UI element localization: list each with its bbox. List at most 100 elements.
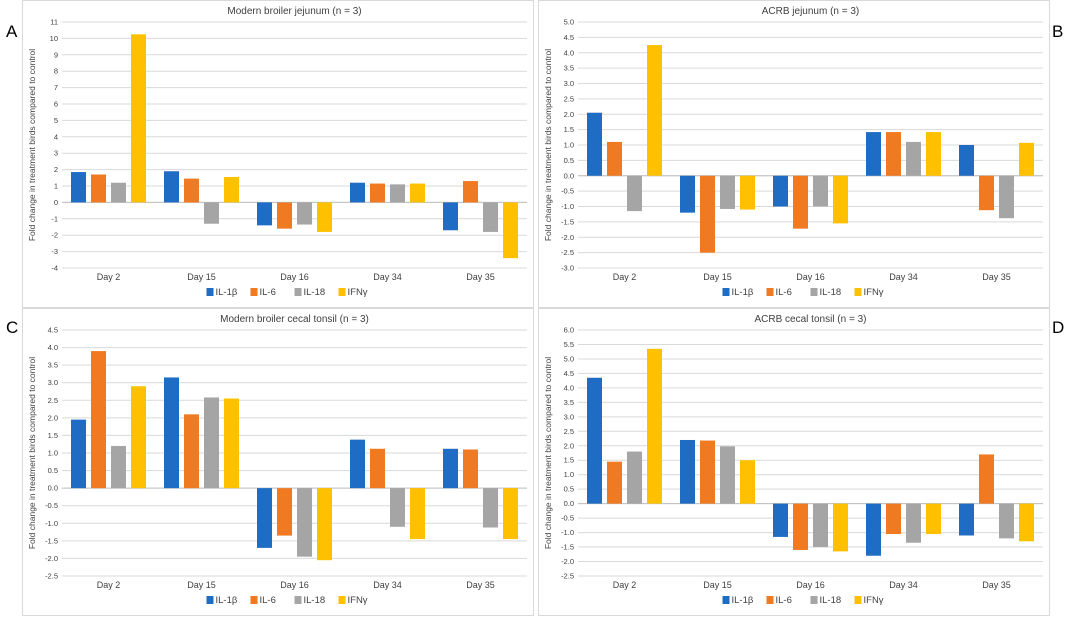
legend-label: IL-6: [776, 595, 792, 606]
bar-1-4: [131, 386, 146, 489]
bar-2-2: [184, 178, 199, 203]
legend-label: IFNγ: [348, 287, 368, 298]
bar-3-4: [833, 175, 848, 224]
y-axis-label: Fold change in treatment birds compared …: [27, 49, 37, 241]
bar-2-4: [224, 176, 239, 203]
chart-frame: [538, 308, 1050, 616]
bar-1-4: [131, 34, 146, 203]
panel-letter-a: A: [6, 22, 18, 41]
y-tick-label: 4.0: [564, 48, 574, 57]
bar-4-2: [886, 503, 901, 535]
y-tick-label: 6: [54, 100, 58, 109]
y-tick-label: 0.5: [48, 466, 58, 475]
y-tick-label: -2.0: [561, 233, 574, 242]
bar-1-2: [607, 461, 622, 504]
x-category-label: Day 35: [982, 272, 1011, 282]
y-tick-label: 1.0: [564, 470, 574, 479]
legend-swatch: [206, 596, 214, 604]
chart-frame: [22, 0, 534, 308]
y-tick-label: 0.0: [48, 484, 58, 493]
y-tick-label: 1.0: [564, 141, 574, 150]
bar-2-3: [204, 202, 219, 224]
y-axis-label: Fold change in treatment birds compared …: [27, 357, 37, 549]
bar-5-2: [463, 449, 478, 489]
chart-title: Modern broiler jejunum (n = 3): [227, 6, 361, 17]
bar-4-3: [906, 141, 921, 176]
bar-1-1: [71, 172, 86, 203]
x-category-label: Day 34: [889, 272, 918, 282]
x-category-label: Day 15: [703, 272, 732, 282]
x-category-label: Day 34: [889, 580, 918, 590]
y-tick-label: -2.0: [45, 554, 58, 563]
y-tick-label: -2: [51, 231, 58, 240]
x-category-label: Day 2: [613, 580, 637, 590]
y-tick-label: 10: [50, 34, 58, 43]
legend-swatch: [294, 596, 302, 604]
bar-2-1: [164, 377, 179, 489]
chart-frame: [538, 0, 1050, 308]
chart-panel-a: Modern broiler jejunum (n = 3) -4 -3 -2 -1 0 1…: [22, 0, 534, 308]
y-tick-label: -2.5: [45, 572, 58, 581]
y-tick-label: 4: [54, 132, 58, 141]
legend-label: IL-1β: [216, 595, 238, 606]
bar-4-2: [370, 448, 385, 489]
y-tick-label: 3.5: [564, 64, 574, 73]
bar-3-1: [773, 503, 788, 537]
chart-title: Modern broiler cecal tonsil (n = 3): [220, 314, 369, 325]
bar-2-1: [680, 175, 695, 213]
bar-4-2: [370, 183, 385, 203]
y-tick-label: 4.5: [564, 33, 574, 42]
bar-4-4: [926, 503, 941, 535]
bar-3-3: [297, 488, 312, 557]
y-tick-label: 0.5: [564, 156, 574, 165]
y-tick-label: 5: [54, 116, 58, 125]
y-tick-label: 2.5: [564, 94, 574, 103]
legend-swatch: [854, 288, 862, 296]
bar-5-1: [443, 448, 458, 489]
chart-title: ACRB cecal tonsil (n = 3): [755, 314, 867, 325]
bar-2-3: [720, 175, 735, 209]
bar-3-2: [793, 175, 808, 229]
bar-2-4: [740, 460, 755, 504]
bar-5-1: [959, 145, 974, 176]
bar-3-1: [257, 202, 272, 226]
y-tick-label: 0.5: [564, 485, 574, 494]
y-tick-label: 3.5: [564, 398, 574, 407]
y-tick-label: 1.5: [564, 125, 574, 134]
y-tick-label: 3.0: [48, 378, 58, 387]
x-category-label: Day 2: [97, 580, 121, 590]
y-tick-label: 0.0: [564, 499, 574, 508]
bar-5-4: [503, 488, 518, 540]
chart-frame: [22, 308, 534, 616]
x-category-label: Day 35: [466, 580, 495, 590]
y-tick-label: 5.0: [564, 18, 574, 27]
panel-letter-d: D: [1052, 318, 1065, 337]
bar-1-3: [627, 451, 642, 504]
legend-swatch: [766, 596, 774, 604]
y-tick-label: -3.0: [561, 264, 574, 273]
bar-5-3: [999, 175, 1014, 219]
bar-3-3: [297, 202, 312, 225]
y-tick-label: -0.5: [45, 501, 58, 510]
bar-1-3: [627, 175, 642, 212]
bar-3-1: [257, 488, 272, 548]
x-category-label: Day 15: [187, 272, 216, 282]
legend-label: IL-18: [820, 287, 842, 298]
legend-label: IL-6: [776, 287, 792, 298]
bar-4-3: [906, 503, 921, 543]
x-category-label: Day 35: [982, 580, 1011, 590]
y-tick-label: 7: [54, 83, 58, 92]
legend-swatch: [854, 596, 862, 604]
y-tick-label: 1: [54, 182, 58, 191]
y-axis-label: Fold change in treatment birds compared …: [543, 49, 553, 241]
legend-swatch: [250, 288, 258, 296]
legend-swatch: [338, 288, 346, 296]
legend-label: IFNγ: [864, 287, 884, 298]
x-category-label: Day 2: [613, 272, 637, 282]
legend-swatch: [810, 596, 818, 604]
y-tick-label: 2.0: [564, 441, 574, 450]
y-axis-label: Fold change in treatment birds compared …: [543, 357, 553, 549]
y-tick-label: -2.5: [561, 572, 574, 581]
bar-5-1: [443, 202, 458, 231]
x-category-label: Day 35: [466, 272, 495, 282]
